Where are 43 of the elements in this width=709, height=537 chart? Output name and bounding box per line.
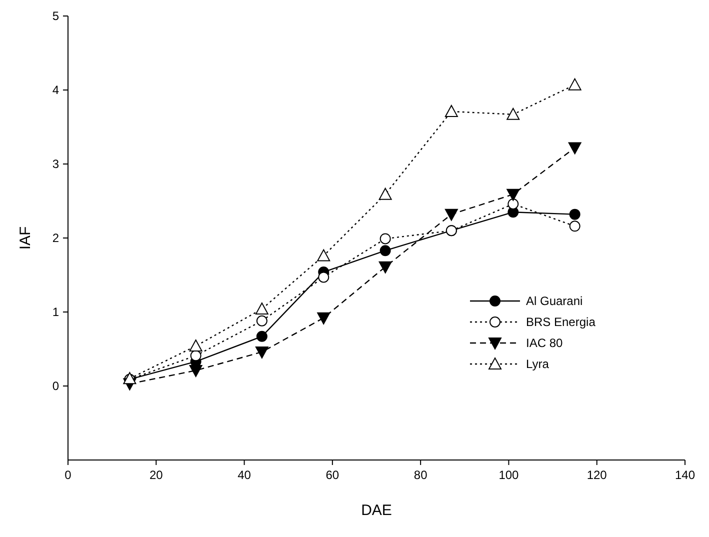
- point: [380, 233, 391, 244]
- x-tick-label: 60: [326, 468, 340, 482]
- y-tick-label: 2: [52, 231, 60, 245]
- point: [190, 350, 202, 362]
- point: [378, 188, 392, 200]
- x-tick-label: 0: [64, 468, 72, 482]
- x-axis-title: DAE: [361, 502, 392, 519]
- x-tick-label: 80: [414, 468, 428, 482]
- y-axis-title: IAF: [17, 226, 34, 250]
- point: [506, 188, 520, 201]
- y-tick-label: 0: [52, 379, 60, 393]
- x-tick-label: 140: [674, 468, 696, 482]
- y-tick-label: 3: [52, 157, 60, 171]
- legend-label: Al Guarani: [526, 294, 583, 308]
- point: [256, 330, 268, 342]
- y-tick-label: 1: [52, 305, 60, 319]
- legend-label: Lyra: [526, 357, 550, 371]
- legend-label: IAC 80: [526, 336, 564, 350]
- point: [569, 208, 580, 220]
- point: [380, 245, 391, 256]
- point: [255, 346, 268, 358]
- point: [568, 142, 582, 154]
- point: [569, 220, 580, 232]
- x-tick-label: 20: [149, 468, 164, 482]
- point: [508, 198, 519, 210]
- y-tick-label: 4: [52, 83, 60, 97]
- point: [189, 340, 202, 352]
- x-tick-label: 100: [498, 468, 520, 482]
- point: [444, 208, 458, 221]
- x-tick-label: 120: [586, 468, 608, 482]
- point: [506, 108, 520, 120]
- point: [317, 249, 330, 262]
- legend-label: BRS Energia: [526, 315, 596, 329]
- x-tick-label: 40: [238, 468, 252, 482]
- point: [318, 272, 330, 283]
- point: [256, 315, 268, 326]
- point: [189, 364, 202, 377]
- point: [568, 78, 582, 90]
- point: [255, 302, 268, 315]
- y-tick-label: 5: [52, 9, 60, 23]
- point: [378, 261, 392, 274]
- point: [444, 104, 458, 117]
- point: [317, 312, 330, 324]
